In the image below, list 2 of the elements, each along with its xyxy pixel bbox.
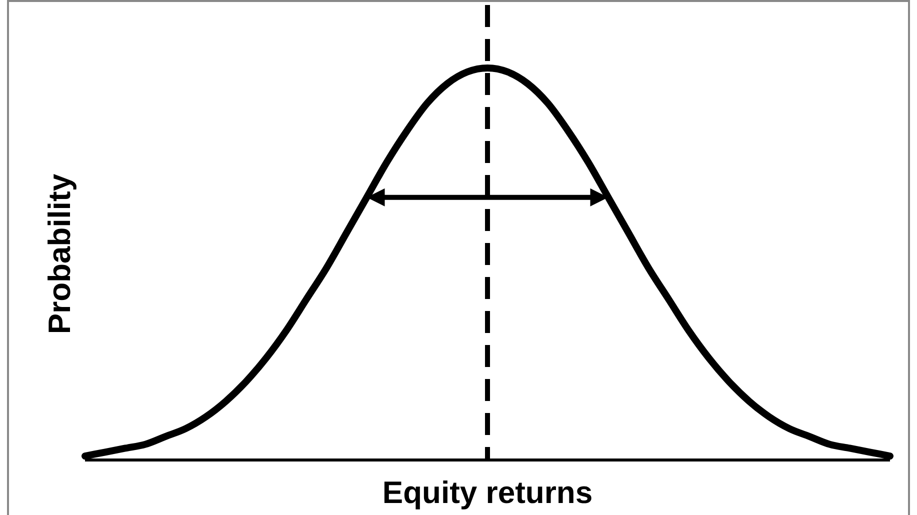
x-axis-title: Equity returns <box>382 475 593 510</box>
y-axis-title: Probability <box>42 173 77 334</box>
